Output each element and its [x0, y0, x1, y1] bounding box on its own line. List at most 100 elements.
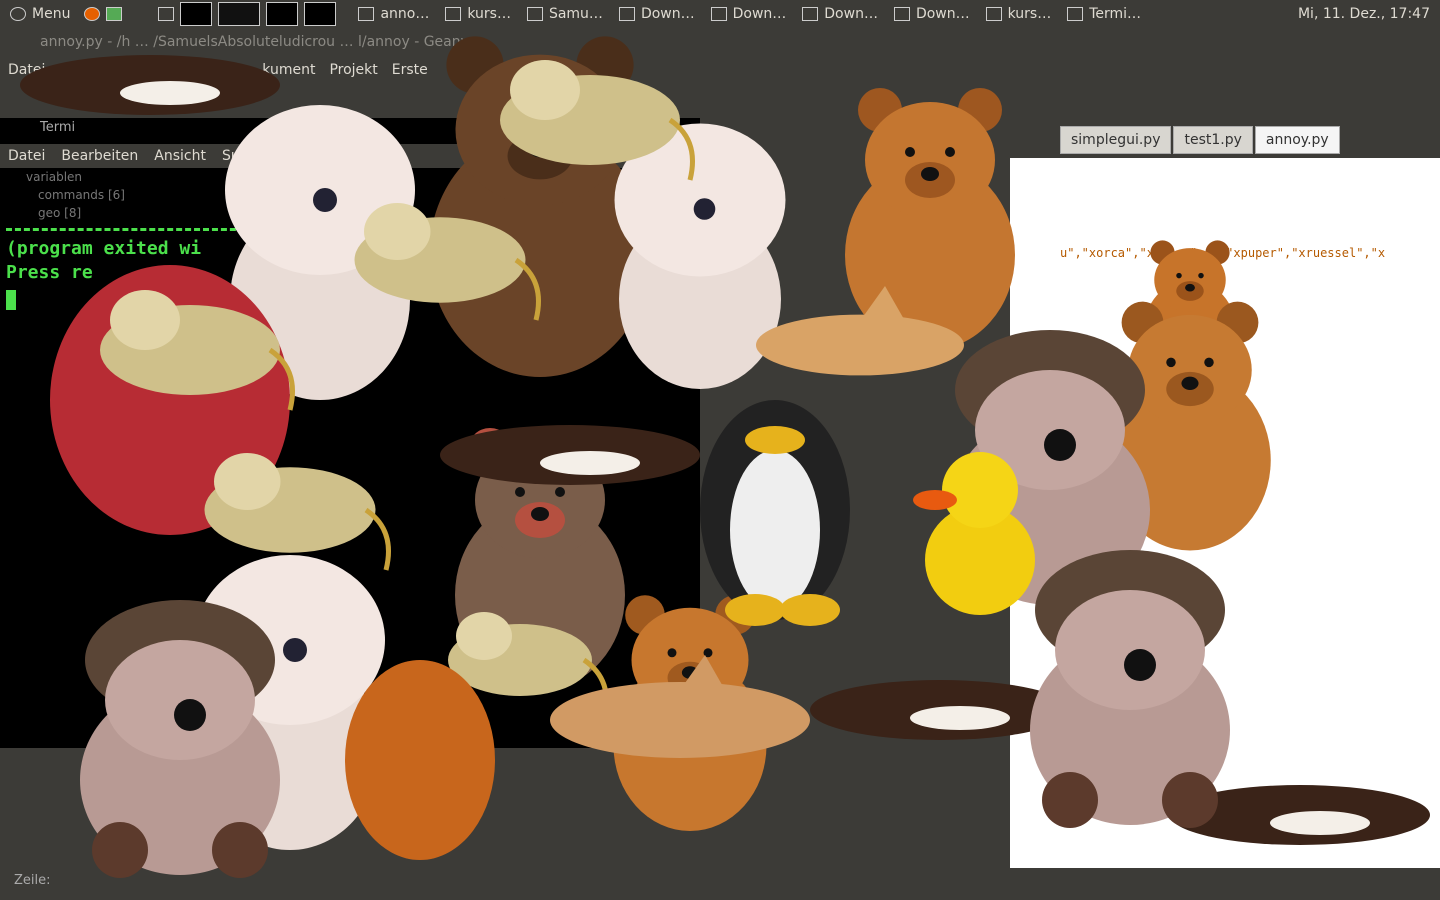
plush-shape — [214, 453, 281, 510]
menu-label: Menu — [32, 6, 71, 22]
task-item[interactable]: kurs… — [985, 6, 1051, 22]
plush-shape — [668, 117, 695, 181]
terminal-line: (program exited wi — [6, 238, 202, 259]
plush-shape — [1128, 314, 1252, 426]
plush-shape — [925, 505, 1035, 615]
menu-item[interactable]: kument — [262, 62, 316, 78]
tab-bar: simplegui.py test1.py annoy.py — [1060, 126, 1342, 154]
menu-item[interactable]: Datei — [8, 148, 46, 164]
plush-shape — [913, 490, 957, 510]
terminal-title: Termi — [40, 120, 76, 135]
plush-shape — [860, 286, 905, 321]
elephant — [354, 203, 541, 321]
tab[interactable]: annoy.py — [1254, 126, 1340, 154]
orca — [20, 55, 280, 115]
top-panel: Menu anno… kurs… Samu… Down… Down… Down… Down…… — [0, 0, 1440, 28]
plush-shape — [456, 612, 512, 660]
symbol-item: geo [8] — [38, 206, 82, 220]
task-label: Down… — [915, 6, 970, 22]
plush-shape — [1204, 357, 1214, 368]
plush-shape — [313, 188, 337, 212]
window-title: annoy.py - /h … /SamuelsAbsoluteludicrou… — [40, 34, 469, 50]
task-label: Down… — [824, 6, 878, 22]
penguin — [700, 400, 850, 626]
plush-shape — [364, 507, 391, 571]
plush-shape — [514, 257, 541, 321]
plush-shape — [515, 487, 525, 497]
task-item[interactable]: anno… — [358, 6, 429, 22]
tab[interactable]: test1.py — [1173, 126, 1253, 154]
hedgehog — [80, 600, 280, 878]
task-label: Samu… — [548, 6, 603, 22]
menu-item[interactable]: Projekt — [329, 62, 378, 78]
task-item[interactable]: Samu… — [526, 6, 603, 22]
title-part: /SamuelsAbsoluteludicrou — [153, 34, 336, 50]
plush-shape — [550, 682, 810, 758]
task-label: anno… — [380, 6, 430, 22]
plush-shape — [1185, 283, 1195, 292]
plush-shape — [1198, 272, 1204, 279]
plush-shape — [1042, 772, 1098, 828]
title-part: annoy.py - /h — [40, 34, 131, 50]
task-item[interactable]: Down… — [618, 6, 695, 22]
task-item[interactable]: Down… — [710, 6, 787, 22]
clock[interactable]: Mi, 11. Dez., 17:47 — [1297, 6, 1430, 22]
plush-shape — [725, 594, 785, 626]
plush-shape — [1181, 376, 1199, 390]
plush-shape — [1154, 248, 1226, 312]
plush-shape — [1124, 649, 1156, 681]
menu-item[interactable]: Ansicht — [154, 148, 206, 164]
menu-item[interactable]: Bearbeiten — [61, 148, 139, 164]
launchers — [84, 2, 342, 26]
plush-shape — [1055, 590, 1205, 710]
hedgehog — [1030, 550, 1230, 828]
plush-shape — [1166, 357, 1176, 368]
plush-shape — [283, 638, 307, 662]
plush-shape — [756, 314, 964, 376]
plush-shape — [905, 147, 915, 157]
plush-dog — [345, 660, 495, 860]
task-icon — [1067, 7, 1084, 21]
task-item[interactable]: Down… — [802, 6, 878, 22]
task-label: Down… — [640, 6, 695, 22]
cursor — [6, 290, 16, 310]
task-icon — [985, 7, 1002, 21]
task-icon — [445, 7, 462, 21]
plush-shape — [693, 198, 716, 220]
plush-shape — [510, 60, 580, 120]
plush-shape — [680, 655, 725, 690]
dolphin — [756, 286, 964, 376]
task-item[interactable]: Down… — [893, 6, 970, 22]
plush-shape — [92, 822, 148, 878]
tab[interactable]: simplegui.py — [1060, 126, 1172, 154]
task-item[interactable]: Termi… — [1067, 6, 1141, 22]
plush-shape — [1162, 772, 1218, 828]
orca — [440, 425, 700, 485]
menu-item[interactable]: Erste — [391, 62, 428, 78]
plush-shape — [667, 648, 677, 658]
plush-shape — [120, 81, 220, 105]
status-text: Zeile: — [14, 873, 51, 888]
plush-shape — [1270, 811, 1370, 835]
plush-shape — [110, 290, 180, 350]
orca — [1170, 785, 1430, 845]
task-label: Termi… — [1089, 6, 1142, 22]
dolphin — [550, 655, 810, 758]
task-item[interactable]: kurs… — [445, 6, 511, 22]
plush-shape — [730, 450, 820, 610]
symbol-item: commands [6] — [38, 188, 125, 202]
plush-shape — [555, 487, 565, 497]
plush-shape — [975, 370, 1125, 490]
plush-shape — [540, 451, 640, 475]
plush-shape — [531, 507, 549, 521]
menu-button[interactable]: Menu — [10, 6, 70, 22]
title-part: l/annoy - Geany — [357, 34, 469, 50]
task-label: Down… — [732, 6, 787, 22]
plush-shape — [429, 130, 651, 377]
plush-shape — [1176, 272, 1182, 279]
plush-shape — [703, 648, 713, 658]
plush-shape — [942, 452, 1018, 528]
plush-shape — [945, 147, 955, 157]
